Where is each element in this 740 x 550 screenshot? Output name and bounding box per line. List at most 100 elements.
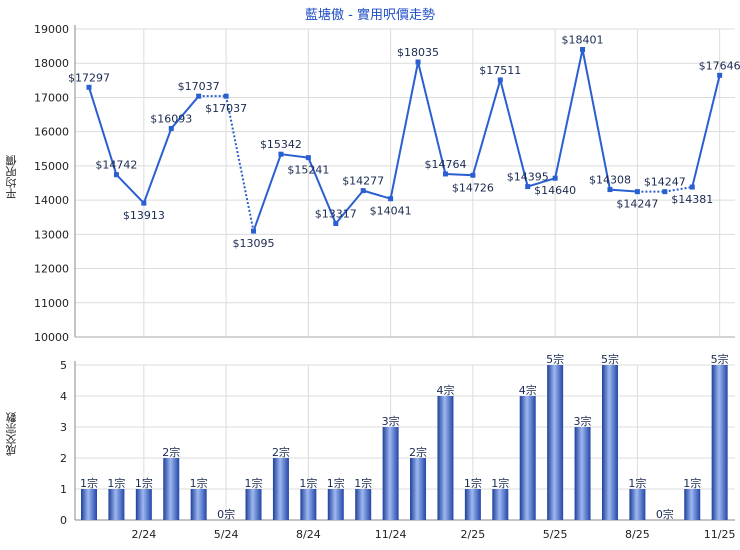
bar — [81, 489, 97, 520]
y-tick-label: 2 — [60, 452, 67, 465]
data-point — [580, 46, 586, 52]
line-segment — [335, 189, 364, 225]
x-tick-label: 2/25 — [461, 528, 486, 541]
bar-label: 1宗 — [354, 476, 372, 490]
line-segment — [417, 61, 447, 175]
line-segment — [664, 186, 693, 193]
bar — [190, 489, 207, 520]
bar-label: 1宗 — [327, 476, 345, 490]
data-point — [86, 84, 92, 90]
bar-label: 1宗 — [245, 476, 263, 490]
data-label: $14381 — [671, 193, 713, 206]
data-point — [662, 189, 668, 195]
y-tick-label: 11000 — [34, 297, 69, 310]
bar-label: 3宗 — [382, 414, 400, 428]
bar — [464, 489, 481, 520]
bar — [327, 489, 344, 520]
line-segment — [471, 79, 502, 176]
data-point — [442, 171, 448, 177]
bar — [684, 489, 701, 520]
data-label: $17511 — [479, 64, 521, 77]
data-point — [360, 188, 366, 194]
data-label: $13317 — [315, 207, 357, 220]
data-point — [333, 220, 339, 226]
data-label: $18035 — [397, 46, 439, 59]
bar — [711, 365, 728, 520]
data-label: $14742 — [95, 159, 137, 172]
bar — [437, 396, 454, 520]
data-point — [634, 189, 640, 195]
bar — [355, 489, 372, 520]
line-segment — [225, 95, 255, 232]
bar-label: 0宗 — [656, 507, 674, 521]
x-tick-label: 2/24 — [131, 528, 156, 541]
y-tick-label: 19000 — [34, 23, 69, 36]
data-point — [196, 93, 202, 99]
data-point — [497, 77, 503, 83]
data-label: $15342 — [260, 138, 302, 151]
y-tick-label: 3 — [60, 421, 67, 434]
y-tick-label: 17000 — [34, 91, 69, 104]
line-segment — [170, 95, 200, 130]
bar — [574, 427, 591, 520]
bar-label: 0宗 — [217, 507, 235, 521]
data-point — [251, 228, 257, 234]
line-segment — [499, 79, 529, 187]
data-label: $15241 — [287, 164, 329, 177]
data-point — [113, 172, 119, 178]
y-tick-label: 0 — [60, 514, 67, 527]
bar-label: 5宗 — [601, 352, 619, 366]
bar-label: 5宗 — [546, 352, 564, 366]
bar-label: 1宗 — [464, 476, 482, 490]
line-segment — [142, 128, 173, 204]
bar — [163, 458, 180, 520]
y-tick-label: 14000 — [34, 194, 69, 207]
data-label: $13095 — [233, 237, 275, 250]
line-segment — [307, 157, 337, 224]
line-segment — [389, 61, 420, 199]
bar-label: 4宗 — [519, 383, 537, 397]
bar — [300, 489, 317, 520]
y-tick-label: 15000 — [34, 160, 69, 173]
line-segment — [252, 153, 282, 232]
line-segment — [581, 49, 611, 190]
data-label: $17297 — [68, 71, 110, 84]
chart-title: 藍塘傲 - 實用呎價走勢 — [305, 8, 435, 23]
bar-label: 1宗 — [628, 476, 646, 490]
data-point — [607, 187, 613, 193]
bar-label: 2宗 — [162, 445, 180, 459]
data-label: $14247 — [644, 176, 686, 189]
bar-label: 1宗 — [491, 476, 509, 490]
line-segment — [527, 177, 556, 188]
x-tick-label: 11/24 — [375, 528, 407, 541]
y-tick-label: 1 — [60, 483, 67, 496]
data-label: $14640 — [534, 184, 576, 197]
x-tick-label: 8/25 — [625, 528, 650, 541]
x-tick-label: 11/25 — [704, 528, 736, 541]
y-tick-label: 16000 — [34, 126, 69, 139]
data-label: $14247 — [616, 198, 658, 211]
data-label: $16093 — [150, 112, 192, 125]
data-point — [689, 184, 695, 190]
y-tick-label: 5 — [60, 359, 67, 372]
bar — [492, 489, 509, 520]
bar-label: 1宗 — [190, 476, 208, 490]
bar — [272, 458, 289, 520]
bar-label: 3宗 — [574, 414, 592, 428]
data-point — [415, 59, 421, 65]
data-point — [278, 151, 284, 157]
line-segment — [691, 75, 721, 188]
data-point — [168, 125, 174, 131]
bar — [245, 489, 262, 520]
x-tick-label: 5/25 — [543, 528, 568, 541]
y-tick-label: 18000 — [34, 57, 69, 70]
bar-label: 1宗 — [135, 476, 153, 490]
data-point — [470, 172, 476, 178]
bar — [108, 489, 125, 520]
line-segment — [609, 188, 638, 193]
data-label: $17646 — [699, 59, 740, 72]
bar-label: 1宗 — [80, 476, 98, 490]
bar-label: 5宗 — [711, 352, 729, 366]
data-label: $18401 — [562, 33, 604, 46]
